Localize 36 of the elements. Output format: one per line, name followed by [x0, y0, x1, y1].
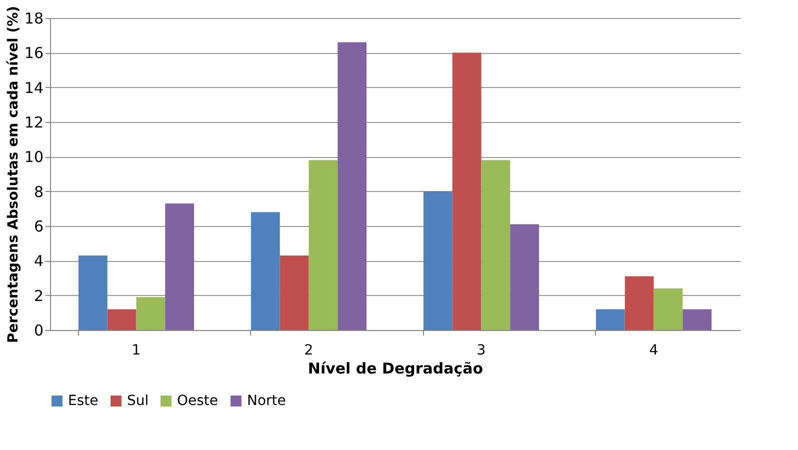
legend-label: Oeste — [177, 393, 218, 409]
y-tick-label: 12 — [24, 114, 44, 132]
bar — [452, 52, 482, 330]
bar — [423, 191, 452, 330]
legend-label: Norte — [247, 393, 286, 409]
y-tick-label: 10 — [24, 148, 44, 166]
x-tick-label: 2 — [304, 342, 314, 358]
bar — [165, 203, 194, 330]
bar — [78, 255, 108, 330]
legend-label: Sul — [127, 393, 149, 409]
y-tick-label: 8 — [34, 182, 44, 201]
bar — [596, 309, 625, 330]
y-tick-label: 18 — [24, 10, 44, 28]
legend-label: Este — [68, 393, 98, 409]
x-axis-title: Nível de Degradação — [308, 360, 484, 378]
y-tick-label: 0 — [34, 322, 44, 340]
x-tick-label: 1 — [132, 342, 141, 358]
bar — [481, 160, 510, 330]
y-axis-title: Percentagens Absolutas em cada nível (%) — [5, 6, 22, 344]
x-tick-label: 4 — [649, 342, 658, 358]
y-tick-label: 6 — [34, 218, 44, 236]
y-tick-label: 14 — [24, 78, 44, 97]
x-tick-label: 3 — [476, 342, 486, 358]
bar — [654, 288, 683, 330]
bar — [682, 309, 712, 330]
bar — [107, 309, 136, 330]
bar — [338, 42, 367, 330]
bar — [136, 297, 166, 330]
bar — [250, 212, 280, 330]
bar — [510, 224, 540, 330]
y-tick-label: 16 — [24, 44, 44, 62]
bar — [308, 160, 338, 330]
y-tick-label: 4 — [34, 252, 44, 270]
y-tick-label: 2 — [34, 286, 44, 305]
bar — [280, 255, 309, 330]
bar — [624, 276, 654, 330]
